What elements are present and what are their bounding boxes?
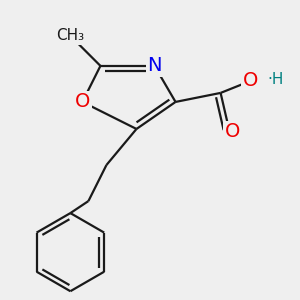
Text: O: O <box>75 92 90 111</box>
Text: N: N <box>147 56 162 75</box>
Text: CH₃: CH₃ <box>56 28 84 43</box>
Text: O: O <box>243 71 258 90</box>
Text: O: O <box>225 122 240 142</box>
Text: ·H: ·H <box>267 72 284 87</box>
